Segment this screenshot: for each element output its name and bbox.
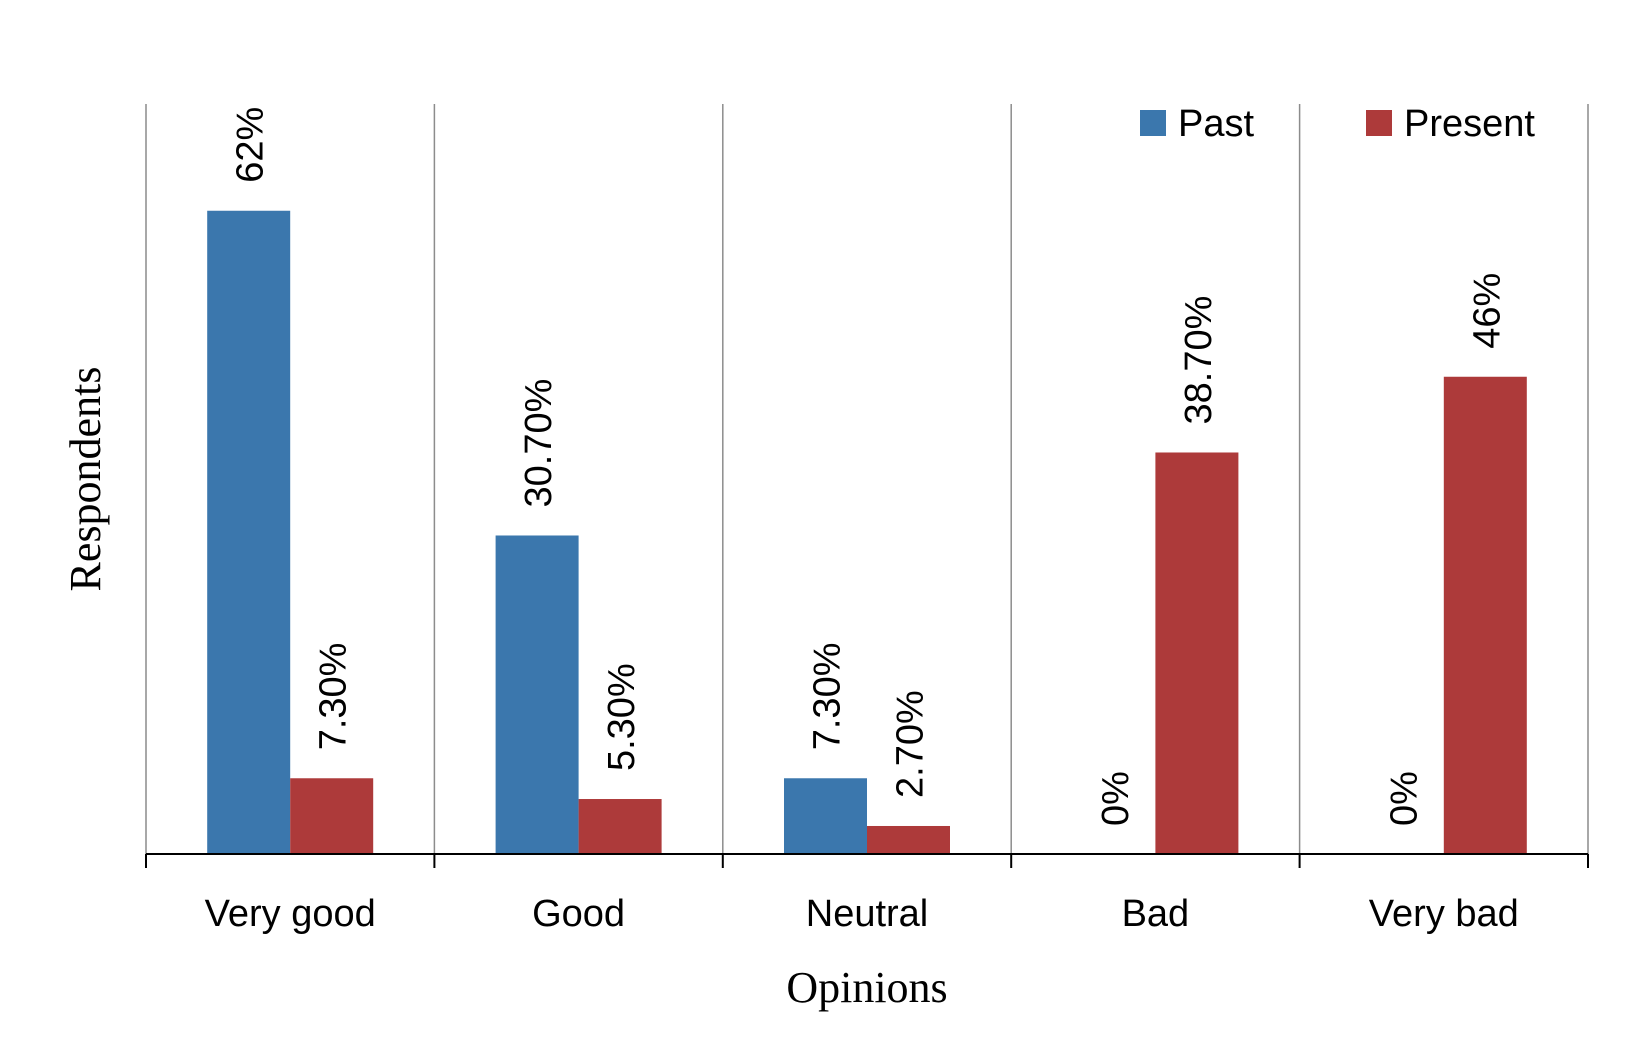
bar-present-very-bad [1443,376,1527,854]
legend-label-past: Past [1178,103,1254,145]
legend-swatch-past [1140,110,1166,136]
legend-label-present: Present [1404,103,1535,145]
data-label-past-very-bad: 0% [1383,771,1425,826]
bar-present-bad [1155,452,1239,854]
data-label-present-neutral: 2.70% [890,690,932,798]
bar-past-good [495,535,579,854]
data-label-past-bad: 0% [1095,771,1137,826]
category-separators [145,104,1589,854]
data-label-past-very-good: 62% [230,107,272,183]
bars-group [207,210,1527,854]
data-label-past-good: 30.70% [518,379,560,508]
x-tick-label-very-bad: Very bad [1369,893,1519,935]
bar-past-neutral [784,778,867,854]
bar-present-good [578,799,662,854]
legend: Past Present [1140,103,1535,145]
legend-swatch-present [1366,110,1392,136]
x-tick-label-bad: Bad [1122,893,1190,935]
data-label-present-very-good: 7.30% [313,643,355,751]
data-label-present-very-bad: 46% [1466,273,1508,349]
bar-past-very-good [207,210,291,854]
data-label-past-neutral: 7.30% [807,643,849,751]
data-label-present-good: 5.30% [601,663,643,771]
y-axis-title: Respondents [61,367,110,592]
x-tick-label-good: Good [532,893,625,935]
bar-present-very-good [290,778,374,854]
x-tick-label-very-good: Very good [205,893,376,935]
data-labels-group: 62% 7.30% 30.70% 5.30% 7.30% 2.70% 0% 38.70% 0% 4… [230,107,1509,826]
x-axis: Very good Good Neutral Bad Very bad [145,853,1589,935]
x-tick-label-neutral: Neutral [806,893,929,935]
x-axis-title: Opinions [786,963,947,1012]
data-label-present-bad: 38.70% [1178,296,1220,425]
bar-present-neutral [867,825,950,854]
